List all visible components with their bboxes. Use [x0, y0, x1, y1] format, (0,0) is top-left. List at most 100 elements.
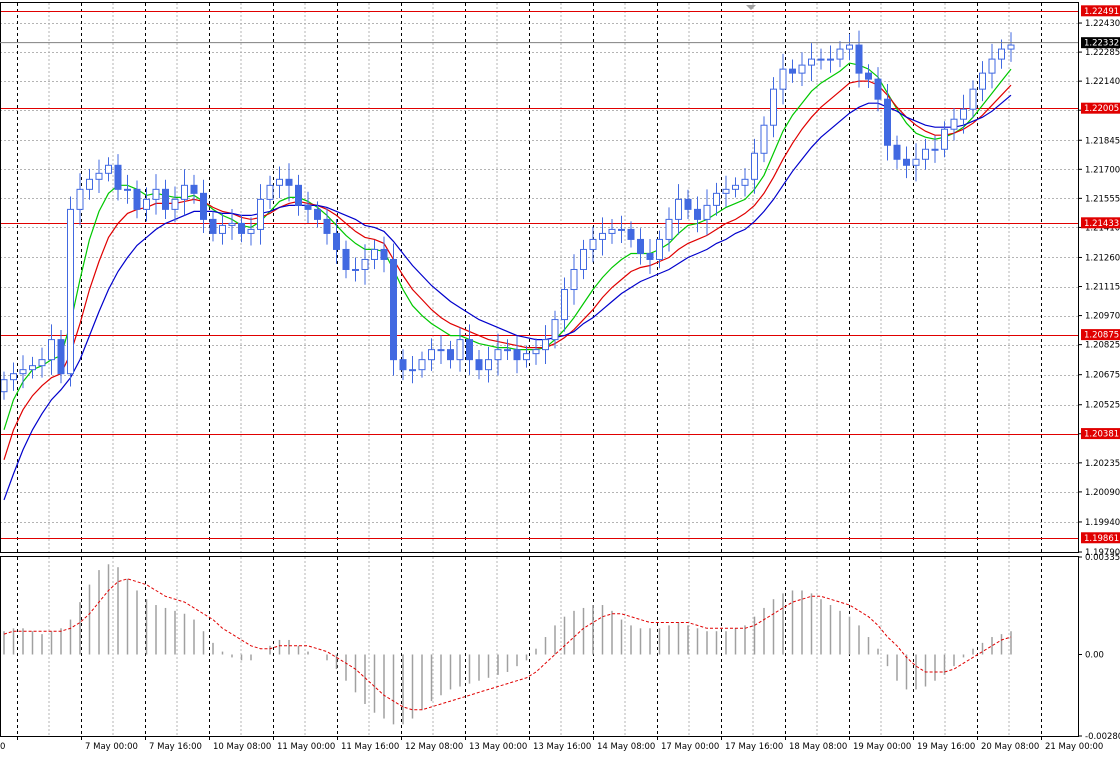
- candle: [238, 222, 245, 234]
- candle: [342, 248, 350, 270]
- candle: [874, 78, 882, 100]
- level-price-tag-label: 1.20381: [1084, 430, 1119, 440]
- candle: [1007, 44, 1015, 50]
- candle: [884, 98, 891, 146]
- candle: [836, 48, 844, 60]
- time-axis: 0 7 May 00:00 7 May 16:00 10 May 08:00 11 Ma…: [0, 736, 1103, 752]
- level-price-tag[interactable]: [1081, 102, 1120, 114]
- candle: [380, 248, 388, 260]
- candle: [209, 218, 217, 234]
- candle: [722, 188, 730, 194]
- candle: [0, 379, 8, 393]
- candle: [760, 124, 768, 154]
- x-tick-label: 7 May 16:00: [149, 742, 202, 752]
- x-tick-label: 14 May 08:00: [597, 742, 655, 752]
- y-tick-label: 1.19940: [1085, 518, 1120, 528]
- candle: [475, 359, 483, 371]
- x-tick-label: 20 May 08:00: [981, 742, 1039, 752]
- candle: [247, 228, 255, 234]
- candle: [732, 184, 739, 190]
- y-tick-label: 1.21410: [1085, 223, 1120, 233]
- current-price-tag[interactable]: [1081, 37, 1120, 49]
- candle: [599, 232, 606, 240]
- level-price-tag[interactable]: [1081, 532, 1120, 544]
- y-tick-label: 1.21260: [1085, 253, 1120, 263]
- candle: [38, 359, 46, 367]
- y-tick-label: 1.21115: [1085, 283, 1120, 293]
- level-price-tag[interactable]: [1081, 329, 1120, 341]
- candle: [428, 349, 435, 361]
- candle: [333, 232, 340, 250]
- candle: [922, 148, 929, 160]
- candle: [48, 339, 55, 361]
- candle: [827, 58, 834, 61]
- x-tick-label: 17 May 16:00: [725, 742, 783, 752]
- level-price-tag-label: 1.21433: [1084, 219, 1119, 229]
- candle: [551, 319, 559, 341]
- candle: [741, 178, 749, 186]
- candle: [713, 192, 720, 206]
- y-tick-label: 1.20970: [1085, 312, 1120, 322]
- level-price-tag[interactable]: [1081, 428, 1120, 440]
- candle: [95, 172, 103, 180]
- candle: [931, 148, 939, 151]
- x-tick-label: 11 May 00:00: [277, 742, 335, 752]
- candle: [371, 248, 378, 260]
- ma-slow-line: [3, 94, 1012, 501]
- candle: [504, 349, 511, 352]
- candle: [665, 218, 673, 240]
- candle: [67, 208, 74, 375]
- level-price-tag-label: 1.22491: [1084, 7, 1119, 17]
- candle: [314, 208, 321, 220]
- x-tick-label: 11 May 16:00: [341, 742, 399, 752]
- x-tick-label: 17 May 00:00: [661, 742, 719, 752]
- candle: [133, 188, 141, 210]
- candle: [969, 88, 977, 110]
- y-tick-label: 1.20090: [1085, 488, 1120, 498]
- candle: [646, 252, 654, 260]
- candle: [779, 68, 787, 90]
- candle: [865, 72, 872, 80]
- chart-shift-marker[interactable]: [746, 5, 756, 10]
- candle: [988, 58, 996, 74]
- candle: [295, 184, 302, 206]
- x-tick-label: 13 May 00:00: [469, 742, 527, 752]
- candle: [941, 128, 948, 150]
- candle: [105, 164, 112, 174]
- candle: [124, 188, 131, 191]
- osc-y-tick-label: 0.00335: [1085, 553, 1120, 563]
- x-tick-label: 13 May 16:00: [533, 742, 591, 752]
- x-tick-label: 19 May 16:00: [917, 742, 975, 752]
- y-tick-label: 1.22430: [1085, 19, 1120, 29]
- current-price-tag-label: 1.22332: [1084, 39, 1119, 49]
- level-price-tag-label: 1.22005: [1084, 104, 1119, 114]
- candle: [561, 289, 568, 321]
- candle: [808, 58, 815, 66]
- candle: [912, 158, 920, 166]
- candle: [361, 258, 369, 270]
- candle: [903, 158, 910, 166]
- candle: [570, 268, 578, 291]
- day-separators: [17, 3, 1042, 736]
- x-tick-label: 18 May 08:00: [789, 742, 847, 752]
- candle: [266, 184, 274, 200]
- candle: [409, 369, 416, 372]
- candle: [114, 164, 122, 190]
- candle: [589, 238, 597, 250]
- y-tick-label: 1.22285: [1085, 48, 1120, 58]
- candles: [0, 30, 1015, 400]
- candle: [466, 339, 473, 361]
- y-tick-label: 1.22140: [1085, 77, 1120, 87]
- candle: [285, 178, 293, 186]
- level-price-tag[interactable]: [1081, 5, 1120, 17]
- candle: [304, 204, 312, 210]
- candle: [618, 228, 625, 231]
- candle: [485, 359, 492, 371]
- osc-y-tick-label: -0.00280: [1085, 732, 1120, 742]
- level-price-tag[interactable]: [1081, 217, 1120, 229]
- x-tick-label: 10 May 08:00: [213, 742, 271, 752]
- candle: [219, 224, 226, 234]
- level-price-tag-label: 1.19861: [1084, 534, 1119, 544]
